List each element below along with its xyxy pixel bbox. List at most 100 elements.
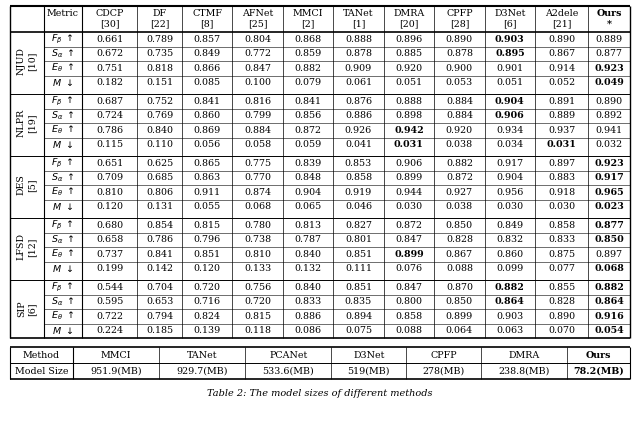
Text: 0.855: 0.855 [548, 283, 575, 292]
Text: $S_{\alpha}$ $\uparrow$: $S_{\alpha}$ $\uparrow$ [51, 47, 75, 60]
Text: Table 2: The model sizes of different methods: Table 2: The model sizes of different me… [207, 388, 433, 398]
Text: DMRA: DMRA [508, 351, 540, 360]
Text: 0.848: 0.848 [294, 173, 321, 182]
Text: 0.051: 0.051 [496, 78, 524, 87]
Text: 0.858: 0.858 [548, 221, 575, 230]
Text: 0.937: 0.937 [548, 126, 575, 135]
Text: 0.049: 0.049 [594, 78, 624, 87]
Text: $M$ $\downarrow$: $M$ $\downarrow$ [52, 139, 74, 150]
Text: MMCI: MMCI [101, 351, 131, 360]
Text: 0.799: 0.799 [244, 111, 271, 120]
Text: 0.858: 0.858 [345, 173, 372, 182]
Text: 0.833: 0.833 [294, 297, 322, 306]
Text: 0.076: 0.076 [396, 264, 422, 273]
Text: 951.9(MB): 951.9(MB) [90, 366, 142, 376]
Text: 0.875: 0.875 [548, 250, 575, 259]
Text: 0.796: 0.796 [193, 235, 221, 244]
Text: 0.088: 0.088 [396, 326, 422, 335]
Text: 0.085: 0.085 [193, 78, 221, 87]
Text: 0.804: 0.804 [244, 35, 271, 44]
Text: 533.6(MB): 533.6(MB) [262, 366, 314, 376]
Text: 0.833: 0.833 [548, 235, 575, 244]
Text: 0.672: 0.672 [96, 49, 124, 58]
Text: $S_{\alpha}$ $\uparrow$: $S_{\alpha}$ $\uparrow$ [51, 171, 75, 184]
Text: 0.886: 0.886 [345, 111, 372, 120]
Text: 0.061: 0.061 [345, 78, 372, 87]
Text: 0.142: 0.142 [146, 264, 173, 273]
Text: Ours: Ours [586, 351, 611, 360]
Text: CPFP: CPFP [430, 351, 457, 360]
Text: 0.224: 0.224 [96, 326, 124, 335]
Text: 0.918: 0.918 [548, 188, 575, 197]
Text: 0.927: 0.927 [446, 188, 473, 197]
Text: 0.841: 0.841 [294, 97, 321, 106]
Text: 0.065: 0.065 [294, 202, 322, 211]
Text: 0.075: 0.075 [345, 326, 372, 335]
Text: 0.680: 0.680 [96, 221, 124, 230]
Text: 0.840: 0.840 [294, 283, 321, 292]
Text: 0.088: 0.088 [446, 264, 473, 273]
Text: 0.917: 0.917 [594, 173, 624, 182]
Text: 0.914: 0.914 [548, 64, 575, 73]
Text: 0.899: 0.899 [445, 312, 473, 321]
Text: CDCP: CDCP [95, 9, 124, 18]
Text: 0.653: 0.653 [146, 297, 173, 306]
Text: 0.850: 0.850 [594, 235, 624, 244]
Text: 0.896: 0.896 [396, 35, 422, 44]
Text: 0.770: 0.770 [244, 173, 271, 182]
Text: 0.847: 0.847 [396, 283, 422, 292]
Text: 0.813: 0.813 [294, 221, 321, 230]
Text: 0.724: 0.724 [96, 111, 124, 120]
Text: 0.877: 0.877 [595, 49, 623, 58]
Text: 0.894: 0.894 [345, 312, 372, 321]
Text: $F_{\beta}$ $\uparrow$: $F_{\beta}$ $\uparrow$ [51, 95, 74, 108]
Text: 0.864: 0.864 [594, 297, 624, 306]
Text: 0.716: 0.716 [193, 297, 221, 306]
Text: 0.944: 0.944 [396, 188, 422, 197]
Text: [22]: [22] [150, 19, 170, 28]
Text: 0.786: 0.786 [96, 126, 124, 135]
Text: 0.853: 0.853 [345, 159, 372, 168]
Text: 0.780: 0.780 [244, 221, 271, 230]
Text: 0.904: 0.904 [495, 97, 525, 106]
Text: 0.064: 0.064 [446, 326, 473, 335]
Text: 0.854: 0.854 [146, 221, 173, 230]
Text: 0.878: 0.878 [345, 49, 372, 58]
Text: 0.030: 0.030 [548, 202, 575, 211]
Text: NLPR
[19]: NLPR [19] [17, 109, 37, 137]
Text: 0.738: 0.738 [244, 235, 271, 244]
Text: PCANet: PCANet [269, 351, 308, 360]
Text: 0.840: 0.840 [294, 250, 321, 259]
Text: 0.752: 0.752 [146, 97, 173, 106]
Text: 0.864: 0.864 [495, 297, 525, 306]
Text: 0.058: 0.058 [244, 140, 271, 149]
Text: 0.120: 0.120 [96, 202, 124, 211]
Text: 0.882: 0.882 [594, 283, 624, 292]
Text: 0.923: 0.923 [594, 159, 624, 168]
Text: $F_{\beta}$ $\uparrow$: $F_{\beta}$ $\uparrow$ [51, 157, 74, 170]
Text: 0.956: 0.956 [496, 188, 524, 197]
Text: 0.115: 0.115 [96, 140, 124, 149]
Text: 0.544: 0.544 [96, 283, 124, 292]
Text: 0.965: 0.965 [594, 188, 624, 197]
Text: 0.890: 0.890 [446, 35, 473, 44]
Text: 0.919: 0.919 [345, 188, 372, 197]
Text: 0.889: 0.889 [595, 35, 623, 44]
Text: 0.120: 0.120 [193, 264, 221, 273]
Text: 0.872: 0.872 [396, 221, 422, 230]
Text: 0.876: 0.876 [345, 97, 372, 106]
Text: 0.751: 0.751 [96, 64, 124, 73]
Text: 0.856: 0.856 [294, 111, 322, 120]
Text: D3Net: D3Net [353, 351, 385, 360]
Text: 0.900: 0.900 [446, 64, 473, 73]
Text: DES
[5]: DES [5] [17, 175, 37, 195]
Text: $E_{\theta}$ $\uparrow$: $E_{\theta}$ $\uparrow$ [51, 186, 74, 198]
Text: AFNet: AFNet [242, 9, 273, 18]
Text: 0.865: 0.865 [193, 159, 221, 168]
Text: 0.815: 0.815 [193, 221, 221, 230]
Text: 0.687: 0.687 [96, 97, 124, 106]
Text: 0.888: 0.888 [345, 35, 372, 44]
Text: 0.824: 0.824 [193, 312, 221, 321]
Text: 0.904: 0.904 [294, 188, 321, 197]
Text: 0.023: 0.023 [594, 202, 624, 211]
